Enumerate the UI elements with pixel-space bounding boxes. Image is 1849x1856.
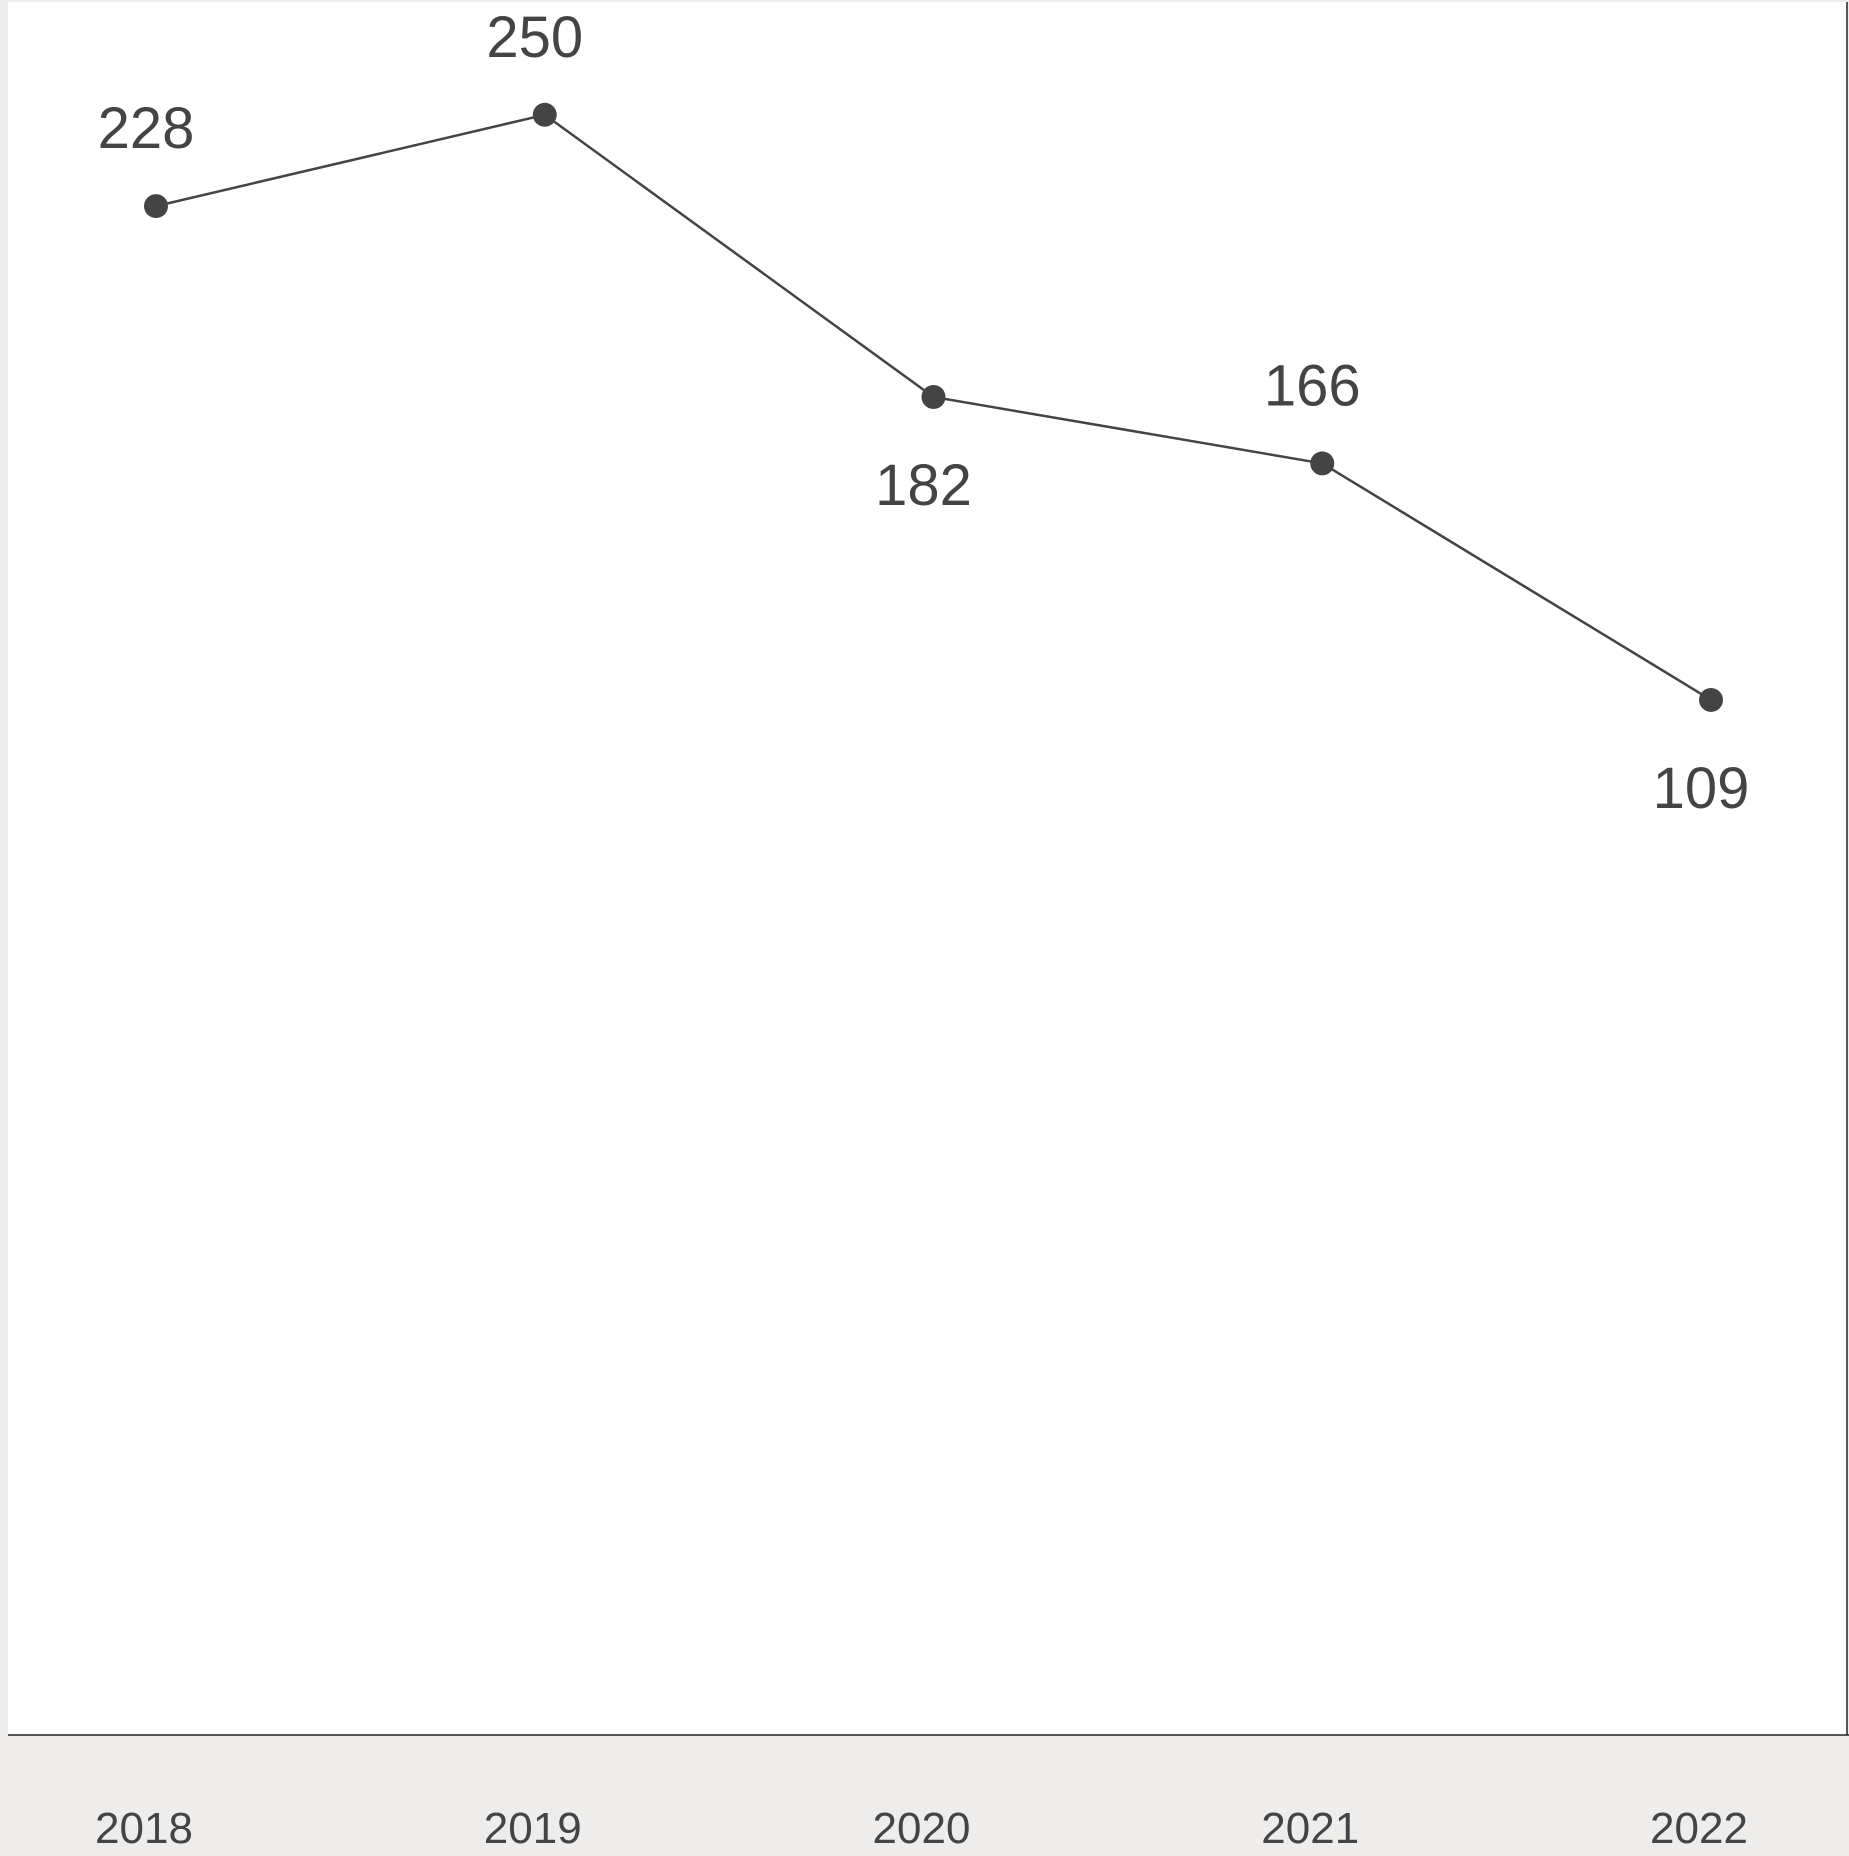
data-point-2019 <box>532 102 557 127</box>
data-label-2021: 166 <box>1264 353 1361 418</box>
x-tick-label-2022: 2022 <box>1650 1804 1748 1853</box>
data-point-2022 <box>1699 687 1723 712</box>
x-axis-tick-labels: 2018 2019 2020 2021 2022 <box>95 1804 1748 1853</box>
data-label-2019: 250 <box>486 5 583 70</box>
x-tick-label-2020: 2020 <box>873 1804 971 1853</box>
x-tick-label-2021: 2021 <box>1261 1804 1359 1853</box>
x-tick-label-2019: 2019 <box>484 1804 582 1853</box>
data-labels: 228 250 182 166 109 <box>98 5 1750 821</box>
data-markers <box>144 102 1723 712</box>
x-tick-label-2018: 2018 <box>95 1804 193 1853</box>
data-label-2022: 109 <box>1653 756 1750 821</box>
plot-area <box>8 2 1847 1735</box>
data-label-2018: 228 <box>98 96 195 161</box>
data-point-2021 <box>1310 451 1335 476</box>
data-point-2020 <box>921 385 946 409</box>
data-point-2018 <box>144 194 168 219</box>
data-label-2020: 182 <box>875 453 972 518</box>
